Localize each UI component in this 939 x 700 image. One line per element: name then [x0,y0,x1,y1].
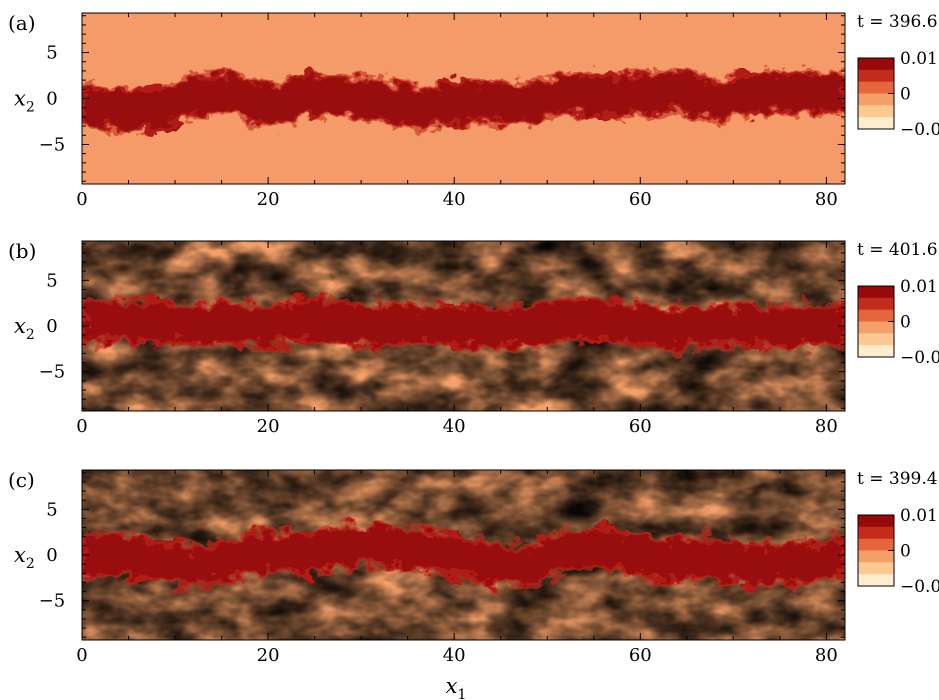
x-axis-label-subscript: 1 [457,687,466,700]
x-tick-label: 60 [629,416,652,437]
x-tick-label: 80 [815,416,838,437]
colorbar-step [858,333,894,346]
y-axis-label: x2 [14,314,35,343]
colorbar-step [858,345,894,358]
panel-a: 0 20 40 60 80 5 0 −5x2 (a) t = 396.6 0.01 0 −0.01 [8,11,939,210]
time-label: t = 399.4 [857,469,938,489]
y-tick-label: −5 [39,362,66,383]
time-label: t = 401.6 [857,240,938,260]
colorbar-step [858,286,894,299]
colorbar-step [858,58,894,71]
colorbar-step [858,309,894,322]
heatmap-field [82,13,845,184]
x-tick-label: 20 [257,189,280,210]
y-tick-label: −5 [39,591,66,612]
colorbar-tick-label: 0 [900,313,911,333]
colorbar-step [858,105,894,118]
colorbar-step [858,297,894,311]
colorbar-step [858,538,894,551]
central-band [82,66,845,135]
colorbar-step [858,117,894,130]
x-tick-label: 20 [257,416,280,437]
colorbar-tick-label: 0.01 [900,49,938,69]
x-tick-label: 20 [257,645,280,666]
y-tick-label: −5 [39,134,66,155]
colorbar-tick-label: 0 [900,542,911,562]
x-tick-label: 0 [76,416,87,437]
colorbar-step [858,69,894,83]
colorbar-step [858,81,894,94]
x-tick-label: 40 [443,189,466,210]
y-axis-label: x2 [14,87,35,116]
colorbar-step [858,93,894,106]
colorbar-tick-label: −0.01 [900,120,939,140]
colorbar: 0.01 0 −0.01 [857,506,939,597]
colorbar-step [858,574,894,587]
colorbar-tick-label: 0.01 [900,277,938,297]
y-tick-label: 0 [46,89,57,110]
colorbar-step [858,321,894,334]
y-tick-label: 0 [46,545,57,566]
panel-label: (b) [8,239,36,263]
x-tick-label: 80 [815,189,838,210]
central-band [82,521,845,591]
x-axis-label: x1 [446,674,467,700]
heatmap-field [82,241,845,411]
x-tick-label: 60 [629,645,652,666]
colorbar: 0.01 0 −0.01 [857,277,939,368]
panel-c: 0 20 40 60 80 5 0 −5x2 (c) t = 399.4 0.01 0 −0.01 [8,468,939,666]
panel-label: (a) [8,11,36,35]
central-band [82,295,845,352]
panel-b: 0 20 40 60 80 5 0 −5x2 (b) t = 401.6 0.01 0 −0.01 [8,239,939,437]
x-tick-label: 40 [443,645,466,666]
x-tick-label: 40 [443,416,466,437]
colorbar-tick-label: 0 [900,85,911,105]
y-tick-label: 5 [46,43,57,64]
colorbar-tick-label: −0.01 [900,348,939,368]
colorbar-step [858,515,894,528]
colorbar-step [858,526,894,540]
x-tick-label: 60 [629,189,652,210]
x-tick-label: 80 [815,645,838,666]
panel-label: (c) [8,468,35,492]
colorbar-step [858,562,894,575]
colorbar-step [858,550,894,563]
x-tick-label: 0 [76,645,87,666]
colorbar-tick-label: −0.01 [900,577,939,597]
y-tick-label: 0 [46,316,57,337]
y-tick-label: 5 [46,270,57,291]
colorbar: 0.01 0 −0.01 [857,49,939,140]
y-axis-label: x2 [14,543,35,572]
colorbar-tick-label: 0.01 [900,506,938,526]
time-label: t = 396.6 [857,12,938,32]
heatmap-field [82,470,845,640]
x-tick-label: 0 [76,189,87,210]
y-tick-label: 5 [46,499,57,520]
